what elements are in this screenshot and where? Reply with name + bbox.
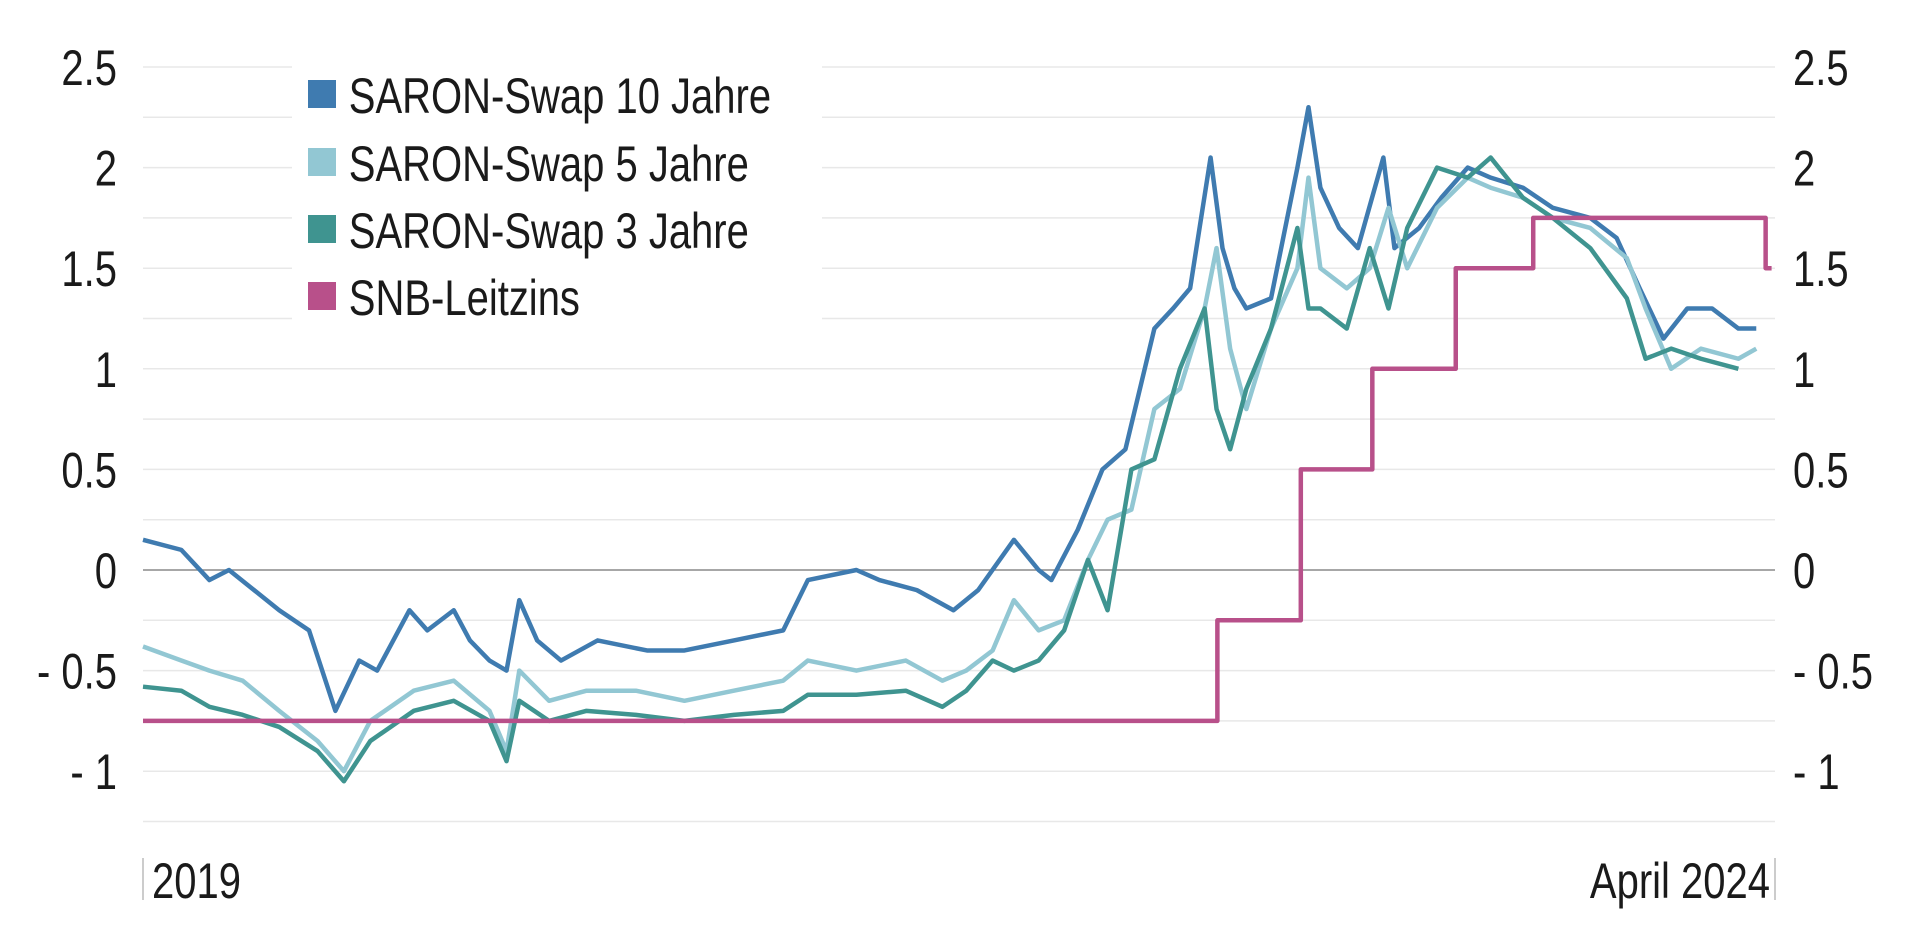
y-tick-label-right: 1.5 <box>1793 241 1849 297</box>
legend-label-5y: SARON-Swap 5 Jahre <box>349 136 749 192</box>
x-tick-label-start: 2019 <box>152 853 241 909</box>
series-line-0 <box>142 104 1757 714</box>
y-tick-label-left: 0 <box>95 543 117 599</box>
y-tick-label-right: 1 <box>1793 342 1815 398</box>
series-lines <box>142 104 1772 784</box>
series-line-2 <box>142 155 1739 784</box>
y-tick-label-left: 2.5 <box>61 40 117 96</box>
legend-swatch-snb <box>308 282 336 310</box>
legend-swatch-5y <box>308 148 336 176</box>
legend-label-3y: SARON-Swap 3 Jahre <box>349 203 749 259</box>
y-tick-label-left: 0.5 <box>61 442 117 498</box>
legend-swatch-10y <box>308 80 336 108</box>
y-tick-label-right: 0.5 <box>1793 442 1849 498</box>
legend: SARON-Swap 10 Jahre SARON-Swap 5 Jahre S… <box>292 36 822 336</box>
x-axis: 2019 April 2024 <box>142 853 1776 909</box>
y-tick-label-right: 2.5 <box>1793 40 1849 96</box>
y-axis-left: 2.5 2 1.5 1 0.5 0 - 0.5 - 1 <box>37 40 117 801</box>
y-tick-label-left: 2 <box>95 140 117 196</box>
y-axis-right: 2.5 2 1.5 1 0.5 0 - 0.5 - 1 <box>1793 40 1873 801</box>
y-tick-label-right: 2 <box>1793 140 1815 196</box>
x-tick-label-end: April 2024 <box>1590 853 1770 909</box>
legend-background <box>292 36 822 336</box>
legend-swatch-3y <box>308 215 336 243</box>
y-tick-label-left: 1 <box>95 342 117 398</box>
legend-label-10y: SARON-Swap 10 Jahre <box>349 68 771 124</box>
y-tick-label-right: 0 <box>1793 543 1815 599</box>
series-line-3 <box>143 215 1772 724</box>
y-tick-label-left: - 0.5 <box>37 643 117 699</box>
y-tick-label-right: - 1 <box>1793 744 1840 800</box>
y-tick-label-right: - 0.5 <box>1793 643 1873 699</box>
y-tick-label-left: - 1 <box>70 744 117 800</box>
y-tick-label-left: 1.5 <box>61 241 117 297</box>
legend-label-snb: SNB-Leitzins <box>349 270 580 326</box>
